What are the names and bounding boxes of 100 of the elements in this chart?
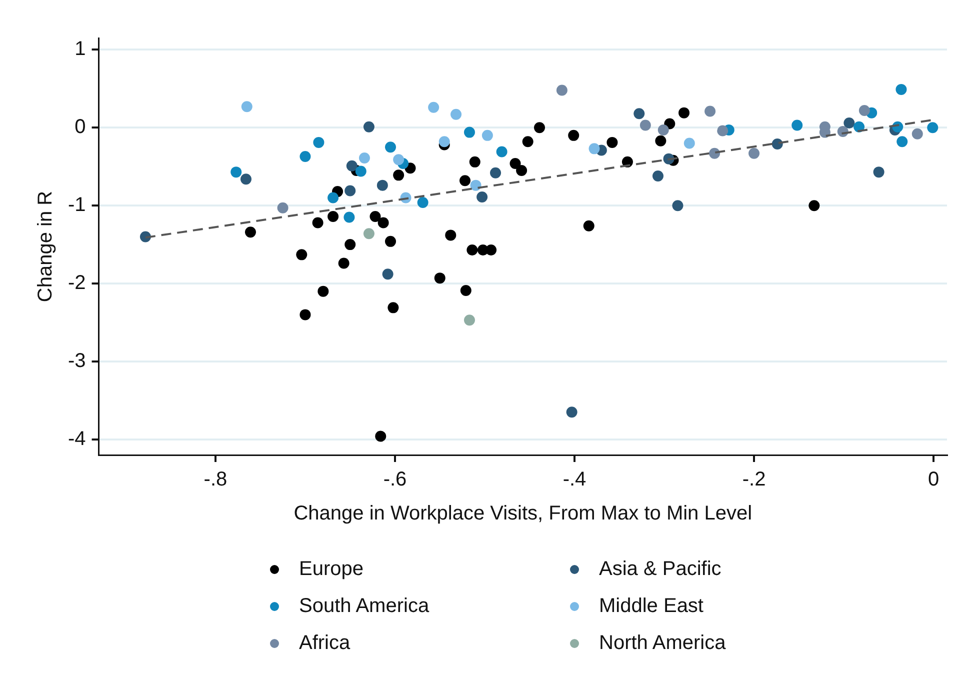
point <box>244 226 256 238</box>
x-axis-title: Change in Workplace Visits, From Max to Min Level <box>294 502 752 525</box>
point <box>230 166 242 178</box>
legend-label: Asia & Pacific <box>599 558 722 581</box>
point <box>482 130 493 141</box>
x-tick-label: -.6 <box>383 468 407 491</box>
point <box>376 180 388 191</box>
point <box>792 120 803 131</box>
point <box>873 166 884 178</box>
point <box>655 135 666 146</box>
point <box>393 154 404 166</box>
point <box>382 268 394 280</box>
point <box>355 166 366 177</box>
y-tick-label: -2 <box>68 272 86 294</box>
x-tick-label: -.2 <box>742 468 766 491</box>
point <box>328 192 339 204</box>
legend-label: South America <box>299 595 430 618</box>
point <box>510 158 521 169</box>
point <box>772 138 783 150</box>
point <box>434 272 446 284</box>
y-tick-label: 1 <box>74 38 86 60</box>
point <box>363 228 374 240</box>
point <box>896 136 908 148</box>
point <box>583 220 594 232</box>
legend-label: North America <box>599 632 726 655</box>
point <box>522 136 534 148</box>
y-tick-label: 0 <box>74 116 86 138</box>
point <box>388 302 399 314</box>
point <box>704 106 716 117</box>
point <box>300 309 311 320</box>
point <box>370 210 381 222</box>
point <box>393 170 404 181</box>
point <box>568 130 580 141</box>
point <box>896 84 907 95</box>
point <box>338 258 350 269</box>
point <box>634 108 645 120</box>
point <box>566 406 578 418</box>
y-axis-title: Change in R <box>34 190 57 302</box>
point <box>344 185 356 196</box>
point <box>534 122 545 134</box>
point <box>476 192 488 203</box>
point <box>672 200 684 212</box>
point <box>344 239 356 250</box>
point <box>516 165 528 176</box>
point <box>378 217 389 228</box>
legend-label: Europe <box>299 558 364 581</box>
point <box>363 121 374 132</box>
point <box>296 249 308 260</box>
point <box>858 104 870 116</box>
point <box>808 200 820 212</box>
point <box>328 210 339 222</box>
point <box>606 136 618 148</box>
y-tick-label: -3 <box>68 350 86 372</box>
point <box>588 143 600 154</box>
y-tick-label: -1 <box>68 194 86 216</box>
point <box>300 150 311 162</box>
point <box>385 236 396 247</box>
point <box>344 212 355 223</box>
x-tick-label: 0 <box>928 468 940 491</box>
point <box>277 202 288 214</box>
point <box>240 174 252 185</box>
point <box>460 175 470 186</box>
point <box>375 430 386 442</box>
point <box>640 120 651 131</box>
point <box>464 126 475 138</box>
legend-label: Middle East <box>599 595 704 618</box>
point <box>658 124 669 136</box>
point <box>684 138 695 149</box>
point <box>358 152 370 164</box>
point <box>717 125 728 136</box>
point <box>496 146 508 158</box>
point <box>912 128 923 140</box>
point <box>460 285 472 296</box>
point <box>470 180 482 191</box>
point <box>844 117 855 128</box>
point <box>428 102 440 113</box>
point <box>241 101 252 112</box>
point <box>313 136 324 148</box>
point <box>417 196 428 208</box>
point <box>927 122 938 134</box>
point <box>318 286 329 297</box>
point <box>438 136 450 148</box>
point <box>678 107 690 118</box>
point <box>556 84 568 96</box>
point <box>346 160 358 172</box>
point <box>652 170 664 182</box>
point <box>466 244 478 256</box>
point <box>464 314 475 326</box>
x-tick-label: -.4 <box>562 468 586 491</box>
point <box>312 217 324 228</box>
x-tick-label: -.8 <box>204 468 228 491</box>
point <box>469 156 480 168</box>
point <box>486 244 497 256</box>
point <box>748 148 760 159</box>
point <box>490 167 502 178</box>
legend-label: Africa <box>299 632 350 655</box>
point <box>450 108 462 120</box>
point <box>385 142 396 153</box>
point <box>445 230 456 241</box>
y-tick-label: -4 <box>68 428 86 450</box>
